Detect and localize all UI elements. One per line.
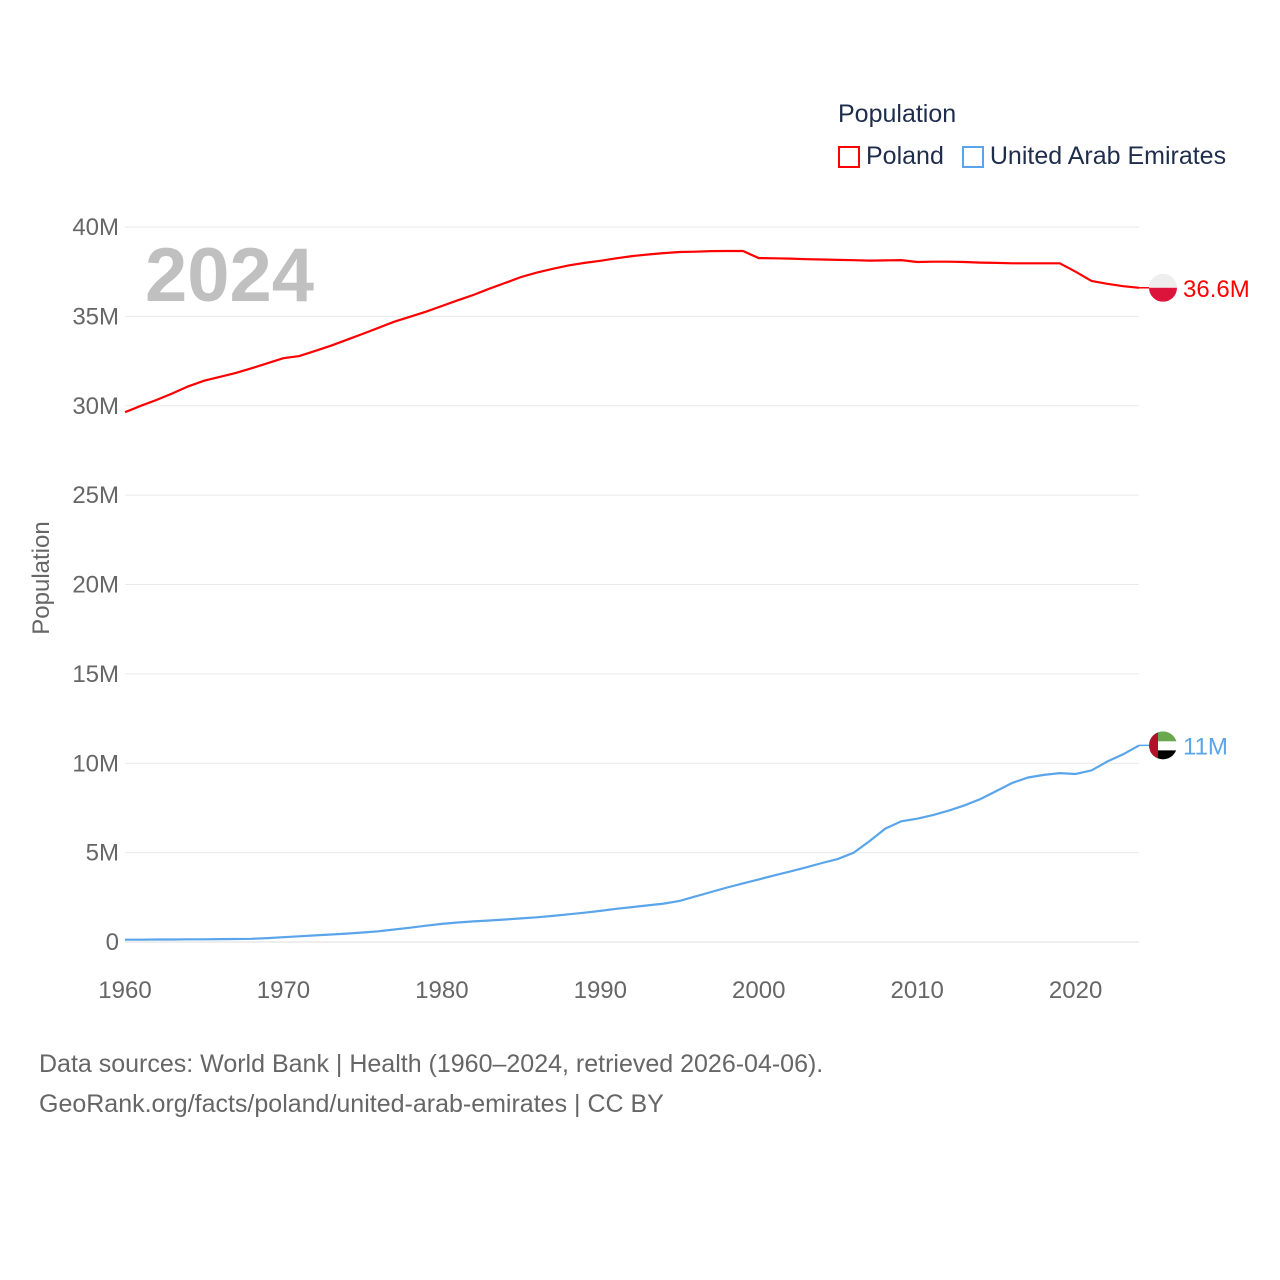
x-tick-label: 2010 [890,977,943,1004]
series-line-uae [125,744,1140,941]
legend-label-poland: Poland [866,142,944,170]
y-tick-label: 20M [72,572,119,599]
x-tick-label: 1980 [415,977,468,1004]
end-value-label: 36.6M [1183,276,1250,303]
y-tick-label: 40M [72,214,119,241]
footer: Data sources: World Bank | Health (1960–… [39,1044,823,1124]
year-label: 2024 [145,233,315,318]
legend-label-uae: United Arab Emirates [989,142,1227,170]
legend-title: Population [838,100,957,128]
y-tick-label: 35M [72,303,119,330]
x-tick-label: 2020 [1049,977,1102,1004]
y-axis-label: Population [28,521,55,635]
y-tick-label: 25M [72,482,119,509]
y-tick-label: 30M [72,393,119,420]
legend-item-uae[interactable]: United Arab Emirates [961,142,1227,171]
legend-item-poland[interactable]: Poland [838,142,944,171]
y-tick-label: 10M [72,750,119,777]
series-line-poland [124,249,1140,414]
legend: Poland United Arab Emirates [838,142,1226,171]
legend-swatch-uae [961,145,984,168]
uae-flag-icon [1149,731,1177,760]
x-tick-label: 1990 [574,977,627,1004]
x-tick-label: 2000 [732,977,785,1004]
y-tick-label: 5M [86,840,119,867]
x-tick-label: 1970 [257,977,310,1004]
poland-flag-icon [1149,273,1177,302]
y-tick-label: 0 [106,929,119,956]
source-link[interactable]: GeoRank.org/facts/poland/united-arab-emi… [39,1090,664,1118]
x-tick-label: 1960 [98,977,151,1004]
end-value-label: 11M [1183,733,1228,760]
y-tick-label: 15M [72,661,119,688]
legend-swatch-poland [838,145,860,168]
data-source-text: Data sources: World Bank | Health (1960–… [39,1050,824,1078]
